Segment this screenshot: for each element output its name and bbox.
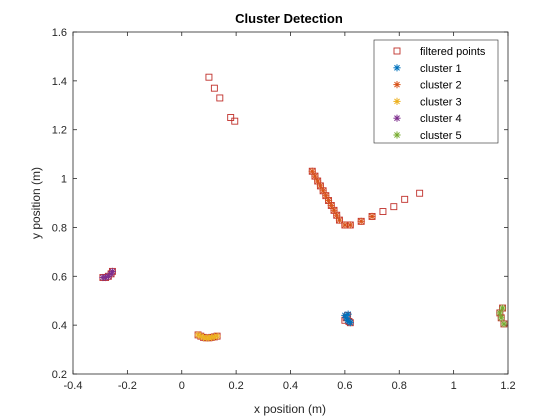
data-point [216,94,224,102]
chart-title: Cluster Detection [235,11,343,26]
data-point [346,319,354,327]
legend-entry: cluster 4 [420,113,462,125]
y-axis-label: y position (m) [29,167,43,239]
y-tick-label: 0.8 [52,222,67,234]
data-point [227,114,235,121]
data-point [335,216,344,224]
legend-entry: filtered points [420,46,486,58]
y-tick-label: 1.4 [52,76,67,88]
data-point [324,196,333,205]
data-point [205,73,213,81]
data-point [314,177,322,185]
y-tick-label: 1 [61,174,67,186]
tick-layer: -0.4 -0.2 0 0.2 0.4 0.6 0.8 1 1.2 0.2 0.4 0.6 0.8 1 1.… [52,27,516,392]
x-tick-label: -0.4 [64,380,83,392]
legend-entry: cluster 2 [420,80,462,92]
x-tick-label: -0.2 [118,380,137,392]
data-point [498,304,507,312]
series-5 [496,304,508,328]
x-tick-label: 0 [179,380,185,392]
x-tick-label: 0.2 [228,380,243,392]
x-tick-label: 0.6 [337,380,352,392]
y-tick-label: 1.6 [52,27,67,39]
legend: filtered points cluster 1 cluster 2 cluster… [373,39,499,144]
data-point [416,189,424,197]
data-point [213,332,221,340]
data-point [401,195,409,203]
series-4 [99,267,117,282]
data-point [368,212,376,221]
x-tick-label: 1 [451,380,457,392]
y-tick-label: 0.4 [52,320,67,332]
data-point [308,167,316,175]
x-axis-label: x position (m) [254,402,326,416]
data-point [497,314,505,322]
legend-box [373,39,499,144]
data-point [316,182,325,190]
data-point [344,310,352,318]
data-point [319,187,327,195]
x-tick-label: 0.8 [392,380,407,392]
y-tick-label: 0.6 [52,271,67,283]
data-point [210,84,218,92]
data-point [311,172,319,180]
legend-marker [393,81,401,89]
data-point [330,206,338,214]
data-point [322,192,330,200]
x-tick-label: 0.4 [283,380,298,392]
series-1 [341,310,354,327]
legend-marker [393,131,401,139]
legend-entry: cluster 1 [420,63,462,75]
data-point [500,320,508,328]
data-point [496,309,504,317]
series-2 [308,167,376,229]
legend-entry: cluster 3 [420,96,462,108]
legend-marker [393,114,401,122]
legend-marker [393,47,401,55]
data-point [357,217,365,225]
y-tick-label: 0.2 [52,369,67,381]
legend-entry: cluster 5 [420,130,462,142]
data-point [346,221,354,229]
data-point [327,201,335,210]
legend-marker [393,64,401,72]
x-tick-label: 1.2 [500,380,515,392]
points-layer [99,73,508,342]
data-point [231,117,239,125]
series-3 [194,331,221,342]
data-point [108,267,117,275]
data-point [379,208,387,216]
y-tick-label: 1.2 [52,125,67,137]
data-point [333,211,341,219]
data-point [390,203,398,211]
axes-box [72,31,509,375]
legend-marker [393,97,401,105]
